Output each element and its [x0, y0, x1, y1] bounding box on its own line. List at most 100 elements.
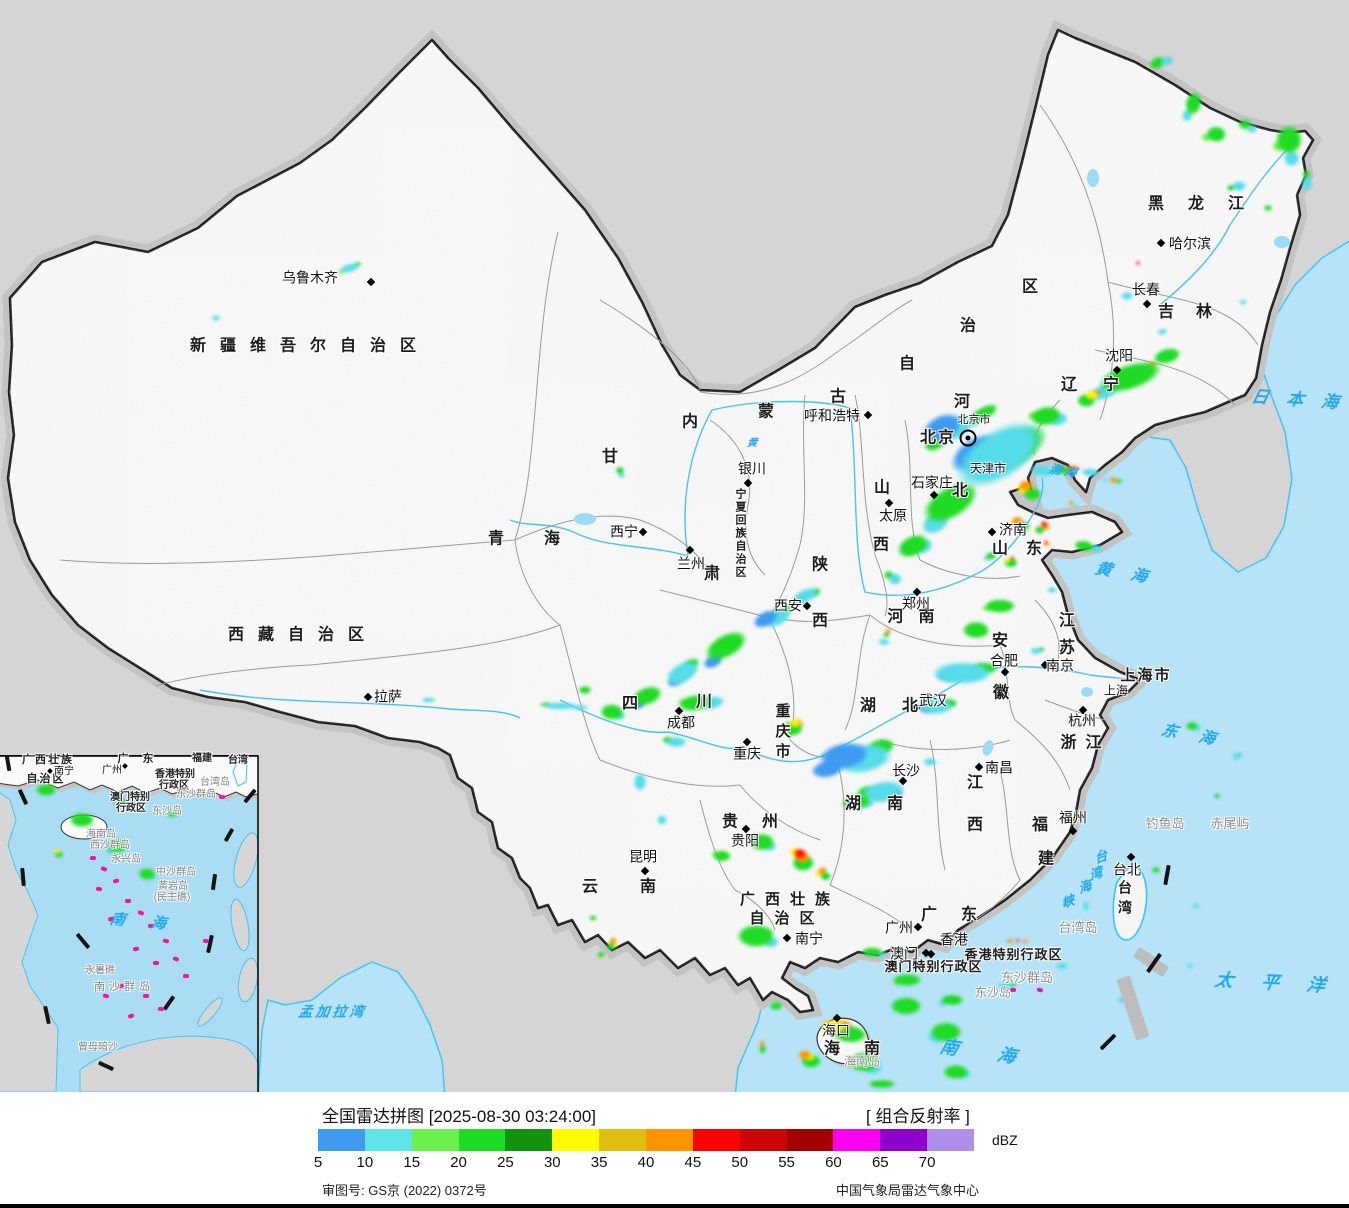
dbz-tick: 40: [637, 1154, 655, 1171]
province-label: 吉林: [1157, 303, 1235, 321]
province-label: 台: [1118, 879, 1132, 896]
province-label: 西藏自治区: [227, 626, 379, 644]
inset-island-label: 永兴岛: [111, 853, 141, 865]
inset-province-label: 台湾: [228, 754, 248, 766]
province-label: 北: [951, 482, 969, 500]
province-label: 山: [873, 479, 891, 497]
legend-title: 全国雷达拼图 [2025-08-30 03:24:00]: [322, 1107, 597, 1126]
province-label: 安: [991, 632, 1009, 650]
province-label: 陕: [811, 556, 829, 574]
dbz-tick: 10: [356, 1154, 374, 1171]
city-label: 长沙: [892, 762, 920, 779]
province-label: 湖南: [844, 795, 930, 813]
province-label: 川: [695, 693, 713, 711]
legend-swatch: [880, 1129, 928, 1151]
city-label: 济南: [999, 521, 1027, 538]
island-label: 赤尾屿: [1210, 816, 1250, 832]
inset-province-label: 广: [117, 753, 129, 766]
legend-swatch: [833, 1129, 881, 1151]
radar-map: 新疆维吾尔自治区 西藏自治区 青海甘肃内蒙古自治区黑龙江 吉林 辽宁河北山西山东 河南陕西…: [0, 0, 1349, 1092]
dbz-tick: 65: [871, 1154, 889, 1171]
island-label: 台湾岛: [1058, 920, 1098, 936]
province-label: 江: [966, 774, 984, 792]
province-label: 青海: [487, 530, 601, 548]
island-label: 东沙岛: [974, 985, 1012, 1000]
city-label: 上海: [1103, 683, 1129, 698]
legend-swatch: [739, 1129, 787, 1151]
legend-panel: 全国雷达拼图 [2025-08-30 03:24:00] [ 组合反射率 ] d…: [0, 1092, 1349, 1208]
city-label: 天津市: [969, 461, 1007, 476]
dbz-tick: 20: [450, 1154, 467, 1171]
product-label: [ 组合反射率 ]: [866, 1107, 970, 1126]
inset-borneo: [79, 1035, 258, 1092]
city-label: 南京: [1046, 657, 1074, 674]
city-label: 重庆: [733, 745, 761, 762]
dbz-tick: 5: [313, 1154, 323, 1171]
city-label: 南宁: [795, 930, 823, 947]
dbz-unit-label: dBZ: [992, 1132, 1018, 1148]
inset-province-label: 东: [142, 753, 154, 766]
city-label: 哈尔滨: [1169, 235, 1211, 252]
province-label: 重: [775, 703, 791, 721]
province-label: 河: [953, 393, 971, 411]
province-label: 自治区: [749, 910, 825, 928]
inset-frame: [0, 755, 259, 1092]
city-label: 台北: [1113, 861, 1141, 878]
city-label: 杭州: [1068, 712, 1096, 729]
island-mark: [219, 795, 225, 799]
dbz-tick: 35: [590, 1154, 608, 1171]
inset-province-label: 香港特别: [155, 768, 195, 780]
island-mark: [1010, 988, 1016, 992]
province-label: 云南: [581, 878, 699, 896]
inset-island-label: 中沙群岛: [156, 866, 196, 878]
city-label: 合肥: [990, 652, 1018, 669]
inset-city-label: 广州: [102, 764, 122, 776]
inset-taiwan: [232, 761, 248, 787]
province-label: 内: [681, 413, 699, 431]
inset-island-label: 黄岩岛: [158, 880, 188, 892]
city-label: 沈阳: [1105, 347, 1133, 364]
sea-label: 黄: [746, 437, 758, 449]
province-label: 四: [621, 695, 639, 713]
inset-visayas: [230, 898, 250, 952]
sea-label: 孟加拉湾: [297, 1003, 368, 1020]
province-label: 西: [872, 536, 890, 554]
province-label: 江: [1058, 612, 1076, 630]
dbz-tick: 45: [684, 1154, 702, 1171]
province-label: 广西壮族: [739, 891, 841, 909]
province-label: 建: [1037, 850, 1055, 868]
city-label: 南昌: [985, 759, 1013, 776]
inset-island-label: 台湾岛: [200, 776, 230, 788]
province-label: 治: [959, 317, 977, 335]
inset-island-label: (民主礁): [153, 891, 191, 903]
dbz-tick: 50: [731, 1154, 749, 1171]
province-label: 自: [898, 355, 916, 373]
dbz-colorbar: [318, 1129, 975, 1151]
province-label: 上海市: [1120, 667, 1172, 685]
bottom-border: [0, 1204, 1349, 1208]
city-label: 太原: [879, 507, 907, 524]
capital-marker-beijing: [959, 429, 977, 447]
city-label: 郑州: [902, 595, 930, 612]
inset-island-label: 永暑礁: [85, 964, 115, 976]
province-label: 庆: [775, 723, 791, 741]
legend-swatch: [318, 1129, 365, 1151]
inset-island-label: 曾母暗沙: [78, 1041, 118, 1053]
legend-swatch: [599, 1129, 647, 1151]
province-label: 福: [1031, 816, 1049, 834]
inset-island-label: 东沙岛: [152, 805, 182, 817]
province-label: 肃: [703, 565, 721, 583]
province-label: 区: [1021, 278, 1039, 296]
province-label: 古: [829, 388, 847, 406]
dbz-tick: 60: [825, 1154, 842, 1171]
province-label: 山东: [991, 540, 1061, 558]
city-label: 西宁: [610, 523, 638, 540]
province-label: 黑龙江: [1147, 195, 1269, 213]
legend-swatch: [692, 1129, 740, 1151]
city-label: 福州: [1059, 809, 1087, 826]
inset-island-label: 东沙群岛: [176, 788, 216, 800]
map-approval-number: 审图号: GS京 (2022) 0372号: [322, 1183, 487, 1198]
dbz-tick-labels: 5 10 15 20 25 30 35 40 45 50 55 60 65 70: [314, 1154, 1018, 1172]
dbz-tick: 70: [918, 1154, 936, 1171]
city-label: 西安: [774, 597, 802, 614]
